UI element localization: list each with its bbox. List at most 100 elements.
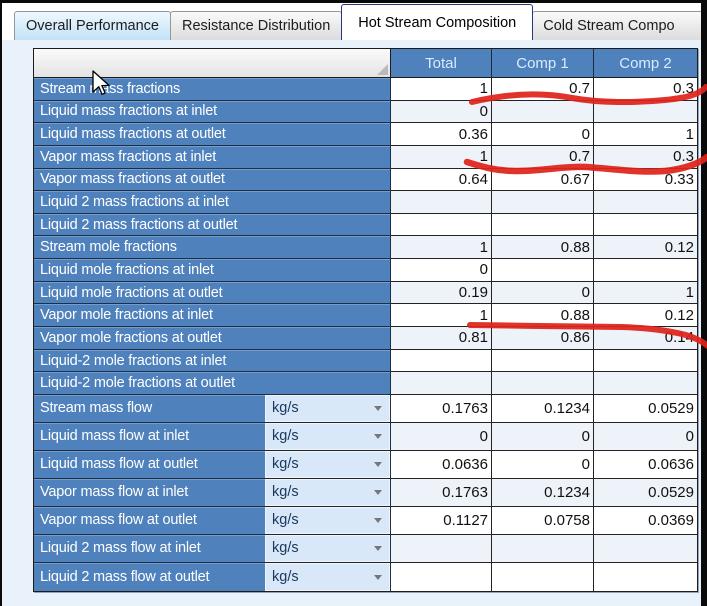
cell-comp1[interactable] xyxy=(492,191,594,214)
cell-comp1[interactable] xyxy=(492,534,594,563)
cell-comp1[interactable]: 0.7 xyxy=(492,78,594,101)
cell-total[interactable] xyxy=(391,534,492,563)
unit-dropdown[interactable]: kg/s xyxy=(265,534,391,563)
cell-total[interactable] xyxy=(391,213,492,237)
column-header-total[interactable]: Total xyxy=(391,49,492,78)
row-label[interactable]: Stream mass fractions xyxy=(34,78,391,101)
cell-total[interactable]: 1 xyxy=(391,236,492,260)
row-label[interactable]: Vapor mass flow at outlet xyxy=(34,506,265,535)
unit-dropdown[interactable]: kg/s xyxy=(265,478,391,507)
cell-total[interactable]: 0 xyxy=(391,100,492,124)
cell-total[interactable]: 1 xyxy=(391,304,492,328)
cell-comp1[interactable]: 0.67 xyxy=(492,168,594,192)
cell-comp2[interactable]: 0.0636 xyxy=(594,450,697,479)
row-label[interactable]: Vapor mass fractions at outlet xyxy=(34,168,391,192)
cell-comp1[interactable]: 0.1234 xyxy=(492,478,594,507)
column-header-comp1[interactable]: Comp 1 xyxy=(492,49,594,78)
cell-total[interactable]: 0.64 xyxy=(391,168,492,192)
row-label[interactable]: Vapor mass flow at inlet xyxy=(34,478,265,507)
row-label[interactable]: Liquid mass fractions at inlet xyxy=(34,100,391,124)
row-label[interactable]: Stream mole fractions xyxy=(34,236,391,260)
cell-comp1[interactable]: 0.88 xyxy=(492,236,594,260)
cell-comp2[interactable]: 0.0529 xyxy=(594,394,697,423)
cell-total[interactable]: 0.19 xyxy=(391,281,492,305)
cell-comp1[interactable] xyxy=(492,213,594,237)
cell-comp2[interactable] xyxy=(594,562,697,591)
cell-comp1[interactable]: 0.86 xyxy=(492,327,594,350)
tab-resistance-distribution[interactable]: Resistance Distribution xyxy=(169,11,343,40)
cell-comp1[interactable] xyxy=(492,562,594,591)
cell-comp2[interactable] xyxy=(594,372,697,395)
cell-comp2[interactable] xyxy=(594,191,697,214)
cell-total[interactable]: 1 xyxy=(391,145,492,169)
cell-total[interactable]: 0.1763 xyxy=(391,394,492,423)
unit-dropdown[interactable]: kg/s xyxy=(265,394,391,423)
cell-comp2[interactable]: 0.33 xyxy=(594,168,697,192)
cell-comp1[interactable]: 0 xyxy=(492,281,594,305)
cell-comp1[interactable]: 0.7 xyxy=(492,145,594,169)
cell-total[interactable]: 0.36 xyxy=(391,123,492,146)
tab-overall-performance[interactable]: Overall Performance xyxy=(14,11,171,40)
cell-total[interactable] xyxy=(391,349,492,373)
cell-comp2[interactable] xyxy=(594,100,697,124)
cell-comp2[interactable] xyxy=(594,349,697,373)
cell-comp2[interactable]: 0 xyxy=(594,422,697,451)
cell-total[interactable]: 0.1127 xyxy=(391,506,492,535)
cell-comp1[interactable]: 0.0758 xyxy=(492,506,594,535)
cell-total[interactable] xyxy=(391,372,492,395)
table-row: Liquid mass fractions at outlet 0.36 0 1 xyxy=(34,123,697,146)
cell-comp2[interactable]: 1 xyxy=(594,123,697,146)
tab-cold-stream-composition[interactable]: Cold Stream Compo xyxy=(532,11,707,40)
row-label[interactable]: Liquid 2 mass fractions at inlet xyxy=(34,191,391,214)
cell-comp1[interactable]: 0 xyxy=(492,422,594,451)
row-label[interactable]: Liquid-2 mole fractions at outlet xyxy=(34,372,391,395)
row-label[interactable]: Liquid 2 mass fractions at outlet xyxy=(34,213,391,237)
cell-comp2[interactable]: 1 xyxy=(594,281,697,305)
row-label[interactable]: Liquid mass flow at outlet xyxy=(34,450,265,479)
row-label[interactable]: Liquid mass flow at inlet xyxy=(34,422,265,451)
cell-total[interactable]: 0.1763 xyxy=(391,478,492,507)
cell-total[interactable]: 0 xyxy=(391,259,492,282)
cell-comp1[interactable]: 0.88 xyxy=(492,304,594,328)
tab-hot-stream-composition[interactable]: Hot Stream Composition xyxy=(341,4,534,40)
cell-total[interactable] xyxy=(391,562,492,591)
cell-comp2[interactable] xyxy=(594,534,697,563)
column-header-comp2[interactable]: Comp 2 xyxy=(594,49,697,78)
cell-total[interactable]: 0 xyxy=(391,422,492,451)
cell-comp2[interactable] xyxy=(594,213,697,237)
unit-dropdown[interactable]: kg/s xyxy=(265,450,391,479)
cell-comp1[interactable] xyxy=(492,349,594,373)
cell-comp2[interactable]: 0.3 xyxy=(594,145,697,169)
cell-comp1[interactable] xyxy=(492,259,594,282)
cell-total[interactable]: 0.81 xyxy=(391,327,492,350)
unit-dropdown[interactable]: kg/s xyxy=(265,562,391,591)
cell-comp1[interactable] xyxy=(492,100,594,124)
unit-dropdown[interactable]: kg/s xyxy=(265,506,391,535)
row-label[interactable]: Liquid mole fractions at inlet xyxy=(34,259,391,282)
cell-comp2[interactable]: 0.14 xyxy=(594,327,697,350)
cell-comp1[interactable]: 0 xyxy=(492,123,594,146)
cell-comp1[interactable] xyxy=(492,372,594,395)
cell-comp2[interactable]: 0.12 xyxy=(594,236,697,260)
cell-total[interactable]: 1 xyxy=(391,78,492,101)
cell-comp2[interactable]: 0.12 xyxy=(594,304,697,328)
screenshot-edge-left xyxy=(0,0,2,606)
cell-comp2[interactable] xyxy=(594,259,697,282)
cell-comp1[interactable]: 0.1234 xyxy=(492,394,594,423)
row-label[interactable]: Vapor mass fractions at inlet xyxy=(34,145,391,169)
cell-comp2[interactable]: 0.3 xyxy=(594,78,697,101)
row-label[interactable]: Vapor mole fractions at inlet xyxy=(34,304,391,328)
row-label[interactable]: Stream mass flow xyxy=(34,394,265,423)
row-label[interactable]: Liquid mass fractions at outlet xyxy=(34,123,391,146)
row-label[interactable]: Liquid mole fractions at outlet xyxy=(34,281,391,305)
cell-total[interactable] xyxy=(391,191,492,214)
cell-comp1[interactable]: 0 xyxy=(492,450,594,479)
row-label[interactable]: Liquid 2 mass flow at outlet xyxy=(34,562,265,591)
row-label[interactable]: Liquid-2 mole fractions at inlet xyxy=(34,349,391,373)
row-label[interactable]: Liquid 2 mass flow at inlet xyxy=(34,534,265,563)
cell-total[interactable]: 0.0636 xyxy=(391,450,492,479)
row-label[interactable]: Vapor mole fractions at outlet xyxy=(34,327,391,350)
cell-comp2[interactable]: 0.0529 xyxy=(594,478,697,507)
cell-comp2[interactable]: 0.0369 xyxy=(594,506,697,535)
unit-dropdown[interactable]: kg/s xyxy=(265,422,391,451)
